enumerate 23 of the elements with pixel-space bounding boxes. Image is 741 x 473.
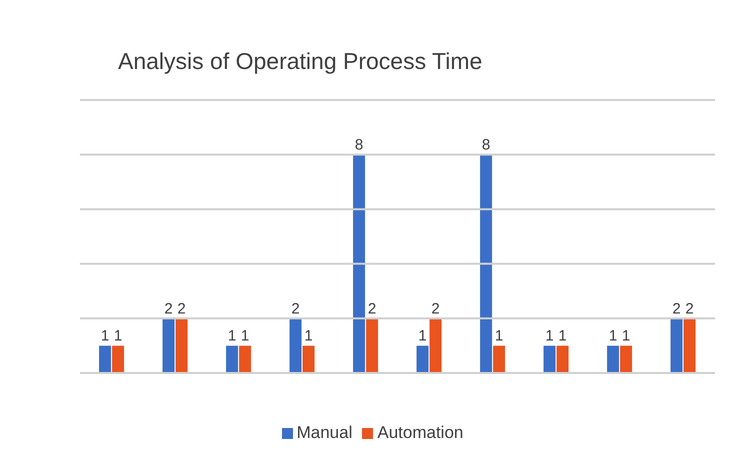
- data-label: 1: [304, 328, 313, 345]
- data-label: 1: [240, 328, 250, 345]
- data-label: 2: [164, 300, 173, 318]
- data-label: 1: [558, 328, 567, 345]
- legend-label: Automation: [377, 423, 464, 442]
- data-label: 1: [228, 328, 236, 345]
- chart-title: Analysis of Operating Process Time: [118, 48, 482, 75]
- data-label: 2: [291, 300, 300, 318]
- data-label: 2: [685, 300, 694, 318]
- data-label: 8: [354, 136, 364, 154]
- data-label: 2: [368, 300, 376, 318]
- data-label: 1: [545, 328, 554, 345]
- data-label: 2: [431, 300, 440, 318]
- data-label: 1: [608, 328, 618, 345]
- data-label: 8: [482, 136, 490, 154]
- data-label: 1: [418, 328, 427, 345]
- data-label: 1: [494, 328, 504, 345]
- data-label: 2: [177, 300, 186, 318]
- data-label: 1: [100, 328, 110, 345]
- data-label: 1: [114, 328, 122, 345]
- data-label: 2: [672, 300, 681, 318]
- data-label: 1: [622, 328, 630, 345]
- legend-label: Manual: [296, 423, 352, 442]
